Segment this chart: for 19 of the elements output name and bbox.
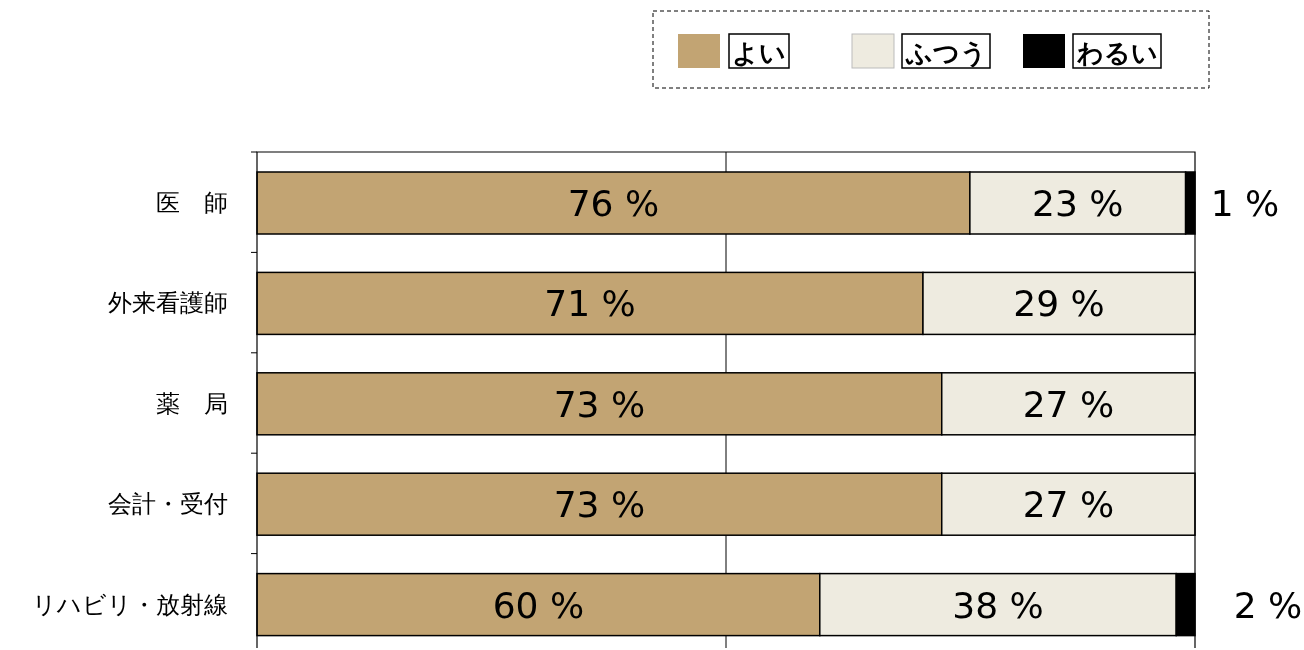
data-label: 1 % <box>1210 183 1280 224</box>
data-label: 73 % <box>553 383 646 425</box>
data-label: 27 % <box>1022 484 1115 526</box>
y-tick-label: 薬 局 <box>156 389 228 418</box>
data-label: 71 % <box>544 283 636 325</box>
y-tick-label: 会計・受付 <box>108 490 228 519</box>
data-label: 38 % <box>952 584 1044 626</box>
data-label: 27 % <box>1022 383 1115 425</box>
y-tick-label: 外来看護師 <box>108 289 228 318</box>
data-label: 2 % <box>1233 584 1303 626</box>
legend-label: ふつう <box>905 38 987 68</box>
data-label: 23 % <box>1032 183 1124 224</box>
y-tick-label: 医 師 <box>156 189 228 217</box>
data-label: 60 % <box>492 584 585 626</box>
legend-label: わるい <box>1076 38 1158 68</box>
data-label: 76 % <box>567 183 660 224</box>
data-label: 73 % <box>553 484 646 526</box>
y-tick-label: リハビリ・放射線 <box>32 590 228 619</box>
data-label: 29 % <box>1013 283 1105 325</box>
